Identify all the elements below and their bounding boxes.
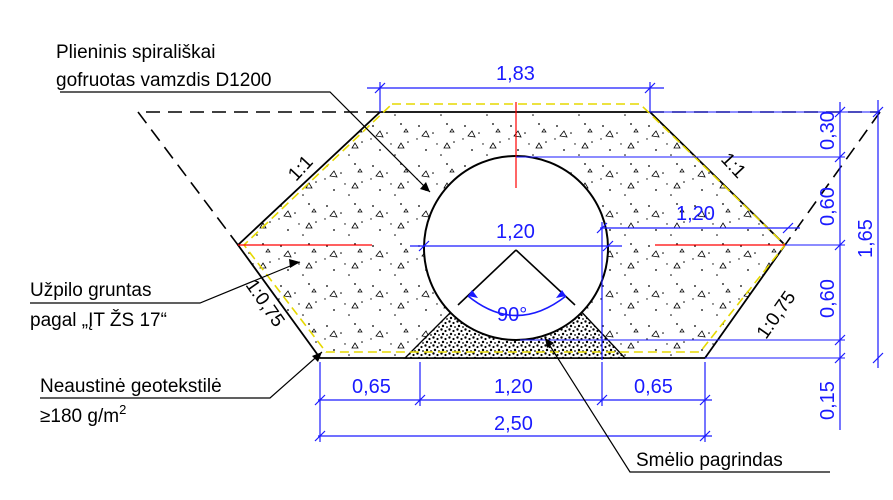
leader-sand <box>544 337 830 473</box>
dim-right-offset-value: 1,20 <box>676 203 715 225</box>
leader-geotextile <box>40 351 323 399</box>
dim-top <box>367 82 664 112</box>
leader-pipe <box>60 91 431 193</box>
angle-value: 90° <box>497 304 527 326</box>
dim-pipe <box>410 240 622 252</box>
geotextile-label-line1: Neaustinė geotekstilė <box>40 376 222 397</box>
dim-v-top: 0,30 <box>817 111 839 150</box>
angle-arrow-right <box>556 290 566 298</box>
sand-label: Smėlio pagrindas <box>636 450 783 471</box>
leader-arrow-sand <box>545 338 554 348</box>
dim-bottom-left: 0,65 <box>352 376 391 398</box>
level-lines <box>516 111 880 359</box>
leader-backfill <box>30 261 301 304</box>
backfill-label-line2: pagal „ĮT ŽS 17“ <box>30 309 167 331</box>
backfill-label-line1: Užpilo gruntas <box>30 280 151 301</box>
geotextile-density: ≥180 g/m <box>40 406 119 427</box>
leaders <box>30 91 830 473</box>
pipe-label-line1: Plieninis spirališkai <box>56 42 215 63</box>
slope-extension-right-diag <box>784 111 881 246</box>
slope-extension-left-diag <box>137 111 239 246</box>
angle-arrow-left <box>468 290 478 298</box>
slope-lower-right: 1:0,75 <box>753 288 801 343</box>
leader-arrow-geotextile <box>312 352 322 362</box>
dim-v-base: 0,15 <box>817 381 839 420</box>
dim-top-width: 1,83 <box>496 63 535 85</box>
dim-bottom-middle: 1,20 <box>494 376 533 398</box>
dim-v-upper: 0,60 <box>817 187 839 226</box>
dim-right-offset <box>596 222 800 360</box>
geotextile-label-line2: ≥180 g/m2 <box>40 402 126 427</box>
leader-arrow-pipe <box>420 182 430 192</box>
dim-right-vertical <box>834 100 884 430</box>
dim-v-lower: 0,60 <box>817 279 839 318</box>
dim-total-width: 2,50 <box>494 413 533 435</box>
dim-pipe-diameter: 1,20 <box>496 221 535 243</box>
leader-arrow-backfill <box>289 259 300 268</box>
geotextile-density-exponent: 2 <box>119 402 126 417</box>
dim-v-total: 1,65 <box>855 219 877 258</box>
angle-leg-left <box>457 249 517 306</box>
dim-bottom <box>314 362 712 442</box>
pipe-label-line2: gofruotas vamzdis D1200 <box>56 70 271 91</box>
dim-bottom-right: 0,65 <box>634 376 673 398</box>
angle-arc <box>467 295 567 317</box>
slope-upper-right: 1:1 <box>716 149 749 183</box>
